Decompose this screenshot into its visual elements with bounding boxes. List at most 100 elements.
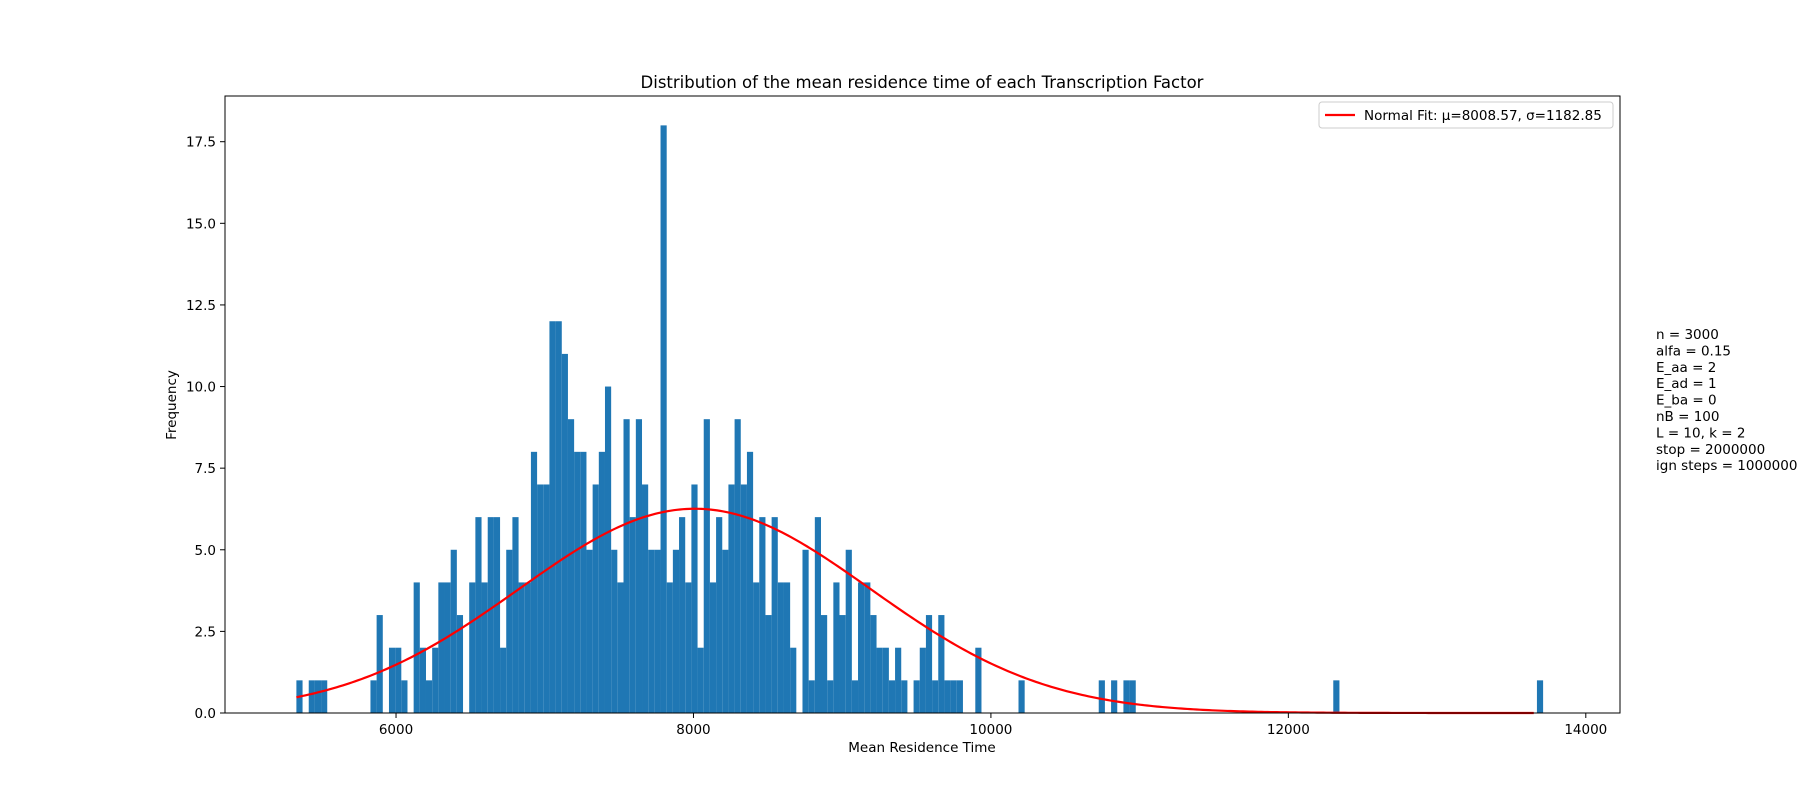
histogram-bars: [296, 125, 1544, 713]
histogram-bar: [672, 549, 680, 713]
histogram-bar: [604, 386, 612, 713]
histogram-bar: [833, 582, 840, 713]
histogram-bar: [1018, 680, 1025, 713]
histogram-bar: [413, 582, 420, 713]
histogram-bar: [629, 517, 636, 713]
histogram-bar: [839, 615, 846, 713]
x-tick-label: 8000: [676, 722, 710, 738]
histogram-bar: [753, 582, 760, 713]
histogram-bar: [586, 549, 593, 713]
histogram-bar: [475, 517, 482, 713]
histogram-bar: [537, 484, 544, 713]
x-tick-label: 12000: [1267, 722, 1310, 738]
histogram-bar: [944, 680, 951, 713]
histogram-bar: [518, 582, 525, 713]
histogram-bar: [401, 680, 408, 713]
histogram-bar: [623, 419, 630, 713]
histogram-bar: [481, 582, 488, 713]
histogram-bar: [858, 582, 865, 713]
parameter-line: nB = 100: [1656, 409, 1719, 425]
histogram-bar: [487, 517, 494, 713]
histogram-bar: [913, 680, 920, 713]
histogram-bar: [321, 680, 328, 713]
histogram-bar: [783, 582, 791, 713]
y-tick-label: 12.5: [186, 298, 216, 314]
histogram-bar: [493, 517, 501, 713]
histogram-bar: [882, 647, 889, 713]
y-tick-label: 10.0: [186, 380, 216, 396]
parameter-line: E_ad = 1: [1656, 376, 1717, 392]
histogram-bar: [734, 419, 741, 713]
histogram-bar: [1129, 680, 1136, 713]
parameter-line: alfa = 0.15: [1656, 343, 1731, 359]
histogram-bar: [808, 680, 815, 713]
y-axis-label: Frequency: [164, 370, 180, 440]
y-axis-ticks: 0.0 2.5 5.0 7.5 10.0 12.5 15.0 17.5: [186, 135, 225, 722]
histogram-bar: [426, 680, 433, 713]
histogram-bar: [598, 451, 605, 713]
histogram-bar: [1123, 680, 1130, 713]
x-axis-ticks: 6000 8000 10000 12000 14000: [379, 713, 1607, 738]
histogram-bar: [814, 517, 821, 713]
histogram-bar: [851, 680, 859, 713]
x-tick-label: 14000: [1564, 722, 1607, 738]
histogram-bar: [919, 647, 926, 713]
parameter-line: stop = 2000000: [1656, 442, 1765, 458]
histogram-bar: [1536, 680, 1544, 713]
histogram-bar: [308, 680, 315, 713]
histogram-bar: [709, 582, 717, 713]
histogram-bar: [419, 647, 426, 713]
histogram-bar: [845, 549, 852, 713]
histogram-bar: [821, 615, 828, 713]
x-axis-label: Mean Residence Time: [848, 740, 995, 756]
histogram-bar: [506, 549, 513, 713]
histogram-bar: [938, 615, 945, 713]
y-tick-label: 0.0: [195, 706, 216, 722]
histogram-bar: [932, 680, 939, 713]
y-tick-label: 17.5: [186, 135, 216, 151]
y-tick-label: 5.0: [195, 543, 216, 559]
histogram-bar: [500, 647, 507, 713]
histogram-bar: [561, 353, 568, 713]
histogram-bar: [388, 647, 396, 713]
histogram-bar: [870, 615, 877, 713]
parameters-annotation: n = 3000 alfa = 0.15 E_aa = 2 E_ad = 1 E_ba …: [1656, 327, 1797, 474]
histogram-bar: [771, 517, 778, 713]
histogram-bar: [876, 647, 883, 713]
parameter-line: L = 10, k = 2: [1656, 425, 1745, 441]
histogram-bar: [950, 680, 957, 713]
histogram-bar: [512, 517, 519, 713]
legend: Normal Fit: μ=8008.57, σ=1182.85: [1318, 101, 1614, 129]
histogram-bar: [956, 680, 963, 713]
histogram-bar: [370, 680, 377, 713]
histogram-bar: [895, 647, 902, 713]
histogram-bar: [975, 647, 982, 713]
histogram-bar: [530, 451, 538, 713]
legend-box: [1318, 101, 1614, 129]
histogram-bar: [660, 125, 667, 713]
histogram-bar: [765, 615, 772, 713]
histogram-bar: [444, 582, 451, 713]
parameter-line: ign steps = 1000000: [1656, 458, 1797, 474]
parameter-line: E_ba = 0: [1656, 393, 1717, 409]
histogram-bar: [685, 582, 692, 713]
histogram-bar: [777, 582, 784, 713]
histogram-bar: [314, 680, 322, 713]
y-tick-label: 7.5: [195, 461, 216, 477]
x-tick-label: 6000: [379, 722, 413, 738]
histogram-bar: [635, 419, 643, 713]
histogram-bar: [432, 647, 439, 713]
histogram-bar: [469, 582, 476, 713]
histogram-bar: [790, 647, 797, 713]
histogram-bar: [654, 549, 661, 713]
histogram-bar: [395, 647, 402, 713]
histogram-bar: [438, 582, 445, 713]
histogram-bar: [716, 517, 723, 713]
legend-label: Normal Fit: μ=8008.57, σ=1182.85: [1364, 108, 1602, 124]
histogram-bar: [574, 451, 581, 713]
histogram-bar: [1098, 680, 1105, 713]
histogram-bar: [1111, 680, 1118, 713]
histogram-bar: [450, 549, 457, 713]
histogram-bar: [543, 484, 550, 713]
histogram-bar: [376, 615, 383, 713]
